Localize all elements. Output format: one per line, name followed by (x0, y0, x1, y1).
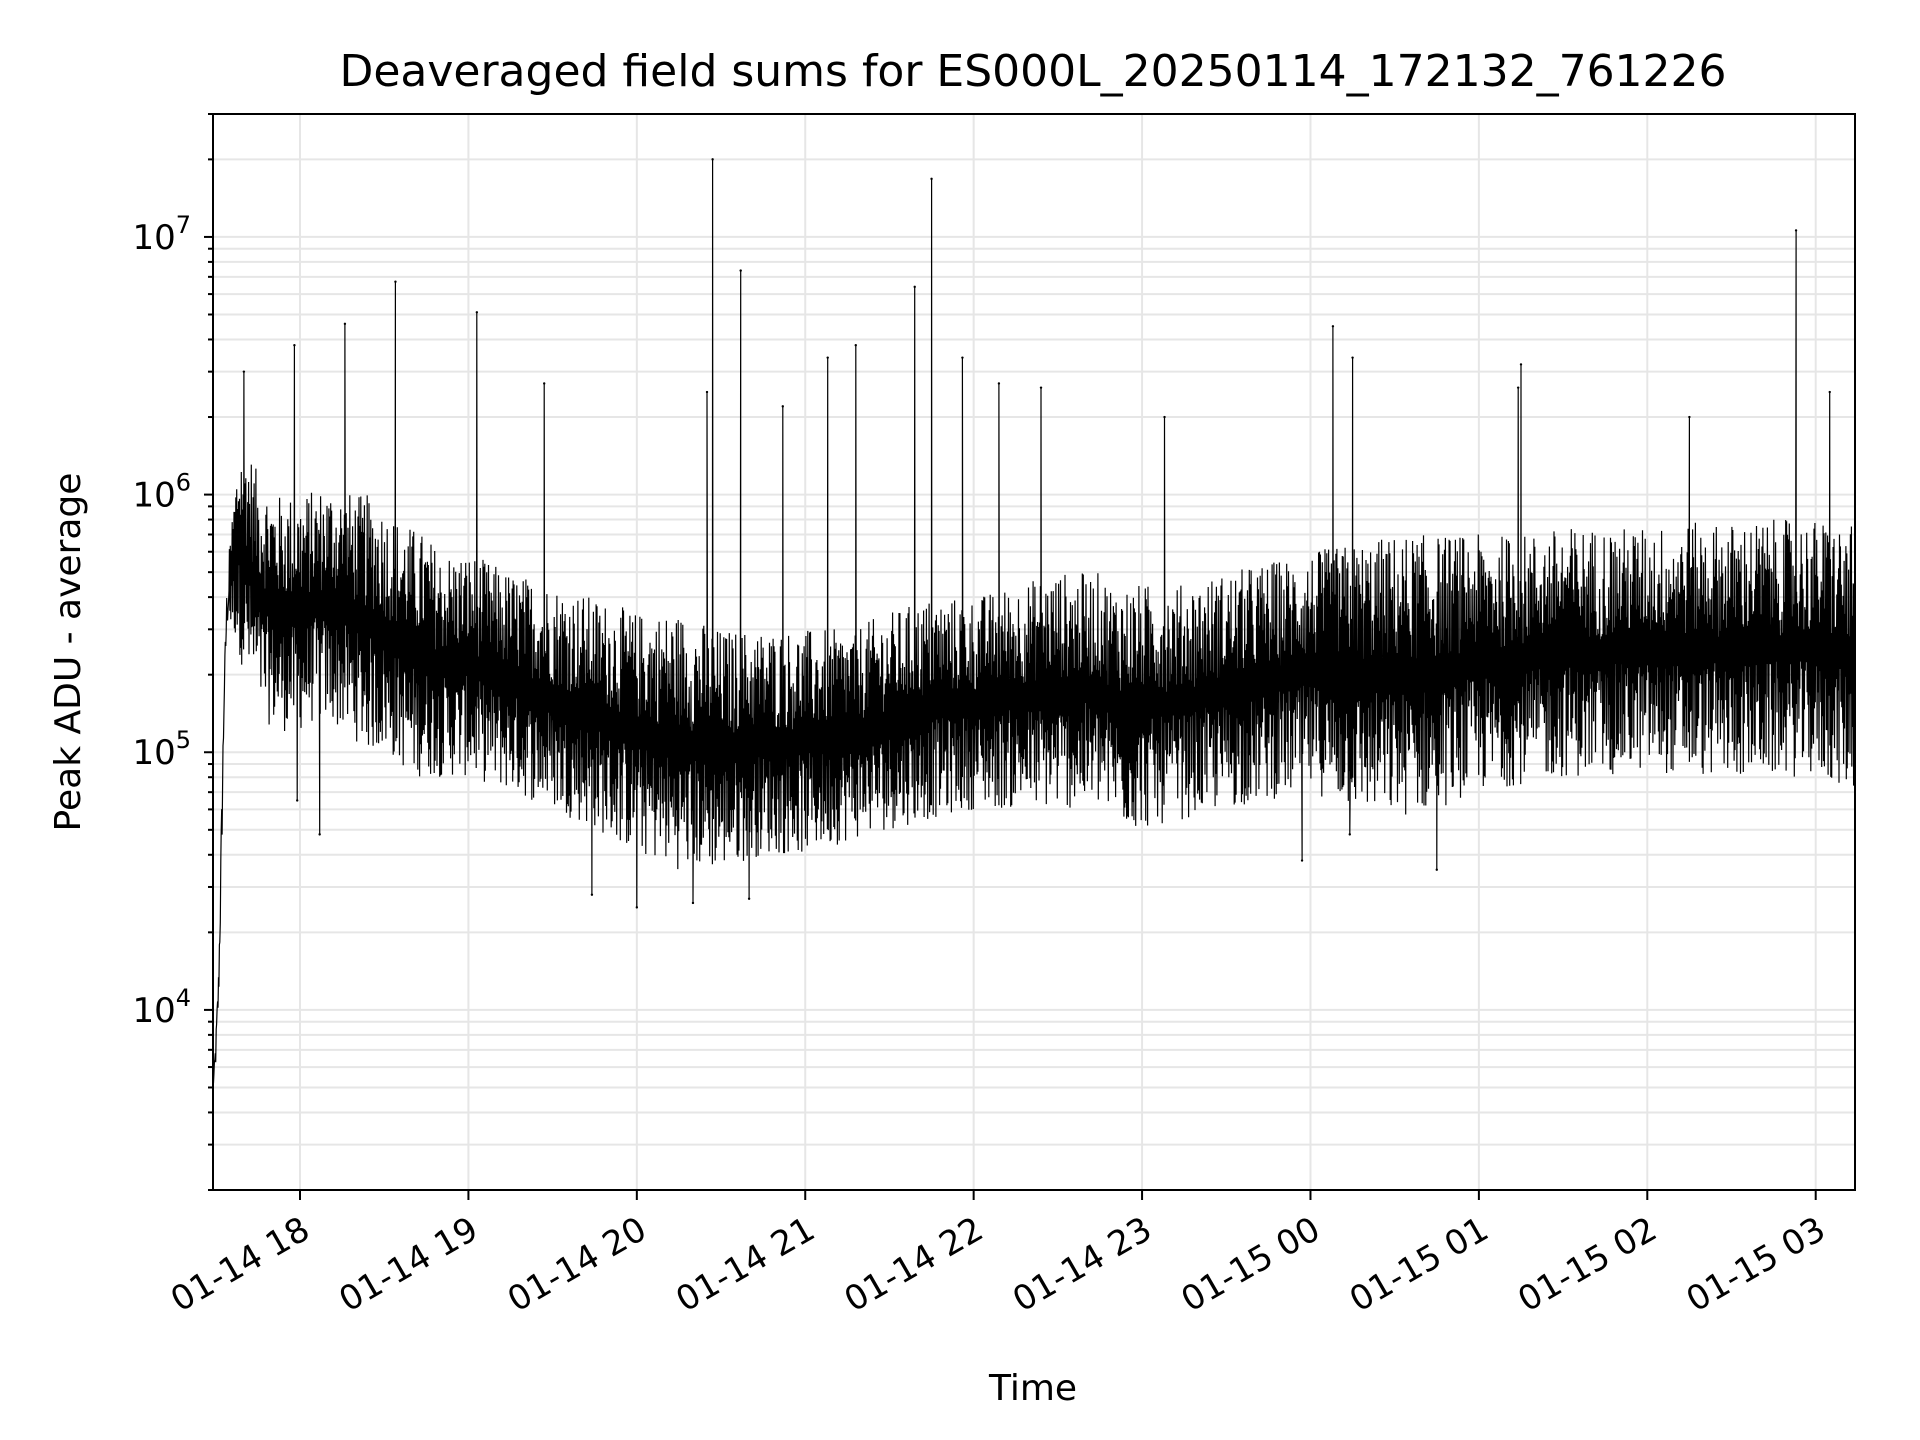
y-tick-label: 105 (132, 726, 191, 773)
y-axis: 104 105 106 107 (132, 113, 213, 1191)
spike-point (1039, 386, 1043, 389)
plot-frame (212, 113, 1856, 1191)
spike-point (343, 322, 347, 326)
spike-point (1331, 325, 1335, 328)
dip-point (1300, 859, 1304, 862)
series-line (213, 159, 1855, 1088)
dip-point (1435, 868, 1438, 871)
spike-point (543, 382, 546, 385)
spike-point (711, 158, 714, 161)
x-axis-label: Time (988, 1368, 1077, 1409)
series-layer (213, 158, 1855, 1088)
spike-point (930, 177, 933, 181)
chart-title: Deaveraged field sums for ES000L_2025011… (339, 46, 1726, 97)
dip-point (635, 906, 639, 909)
dip-point (1348, 833, 1351, 836)
dip-point (691, 901, 695, 905)
spike-point (394, 280, 397, 283)
spike-point (705, 390, 709, 394)
spike-point (1688, 415, 1691, 419)
spike-point (1163, 415, 1166, 419)
y-tick-label: 107 (132, 211, 191, 258)
spike-point (1516, 386, 1520, 389)
spike-point (739, 269, 742, 272)
dip-point (318, 833, 321, 836)
dip-point (747, 897, 751, 900)
y-tick-label: 106 (132, 469, 191, 516)
spike-point (475, 311, 479, 314)
dip-point (296, 799, 299, 802)
spike-point (781, 405, 784, 408)
dip-point (590, 893, 594, 896)
spike-point (1519, 363, 1523, 366)
spike-point (826, 356, 829, 359)
spike-point (293, 344, 296, 347)
spike-point (854, 344, 857, 347)
spike-point (961, 356, 964, 359)
spike-point (1351, 356, 1354, 359)
spike-point (913, 285, 916, 289)
y-axis-label: Peak ADU - average (48, 473, 89, 832)
spike-point (997, 382, 1001, 385)
spike-point (1794, 229, 1798, 232)
spike-point (1828, 390, 1831, 394)
spike-point (242, 370, 246, 373)
y-tick-label: 104 (132, 984, 191, 1031)
